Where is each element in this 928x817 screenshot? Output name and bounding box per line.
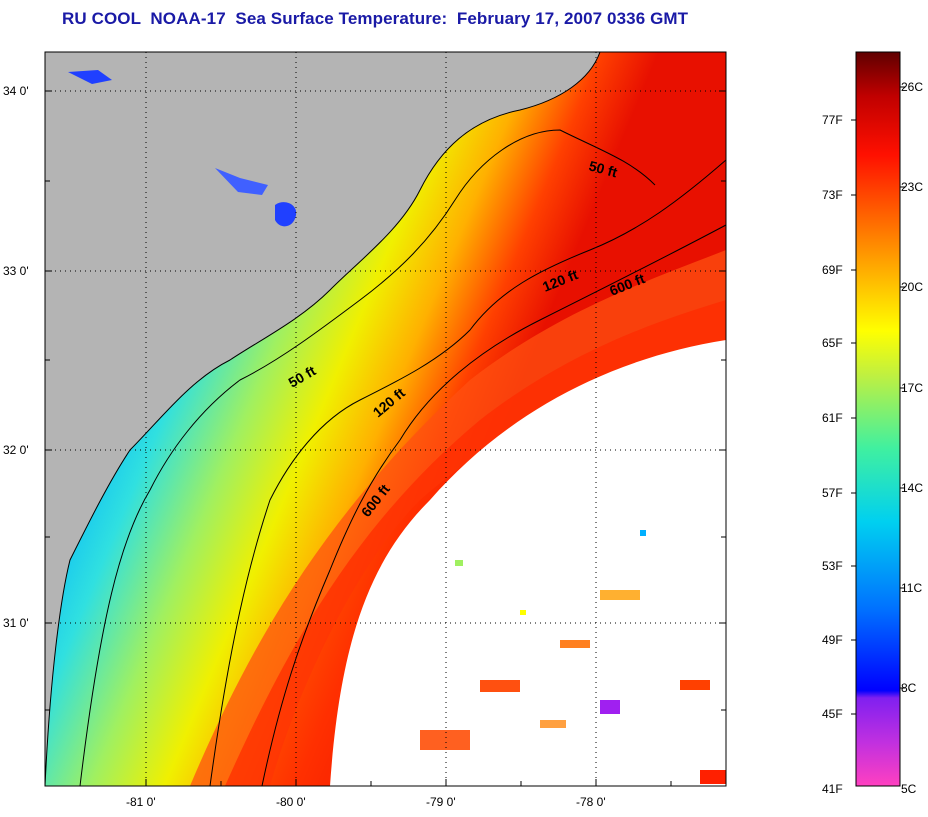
inland-lake [68, 70, 112, 84]
contour-50ft [79, 129, 656, 786]
map-title: RU COOL NOAA-17 Sea Surface Temperature:… [62, 9, 689, 28]
land [45, 52, 600, 786]
contour-label-50ft: 50 ft [587, 157, 619, 180]
map-area: 50 ft 50 ft 120 ft 120 ft 600 ft 600 ft [45, 52, 726, 786]
coastline [45, 52, 601, 786]
data-specks [420, 530, 726, 784]
lon-label: -80 0' [276, 795, 306, 809]
contour-120ft [209, 159, 726, 786]
lon-label: -79 0' [426, 795, 456, 809]
cloud-mask [330, 340, 726, 786]
map-ticks [45, 90, 726, 786]
grid [45, 52, 726, 786]
lat-label: 33 0' [3, 264, 29, 278]
lon-label: -78 0' [576, 795, 606, 809]
lat-label: 32 0' [3, 443, 29, 457]
inland-lake [215, 168, 268, 195]
map-border [44, 51, 727, 787]
lat-label: 34 0' [3, 84, 29, 98]
lat-label: 31 0' [3, 616, 29, 630]
inland-lake [275, 202, 297, 227]
lon-label: -81 0' [126, 795, 156, 809]
contour-600ft [261, 224, 726, 786]
